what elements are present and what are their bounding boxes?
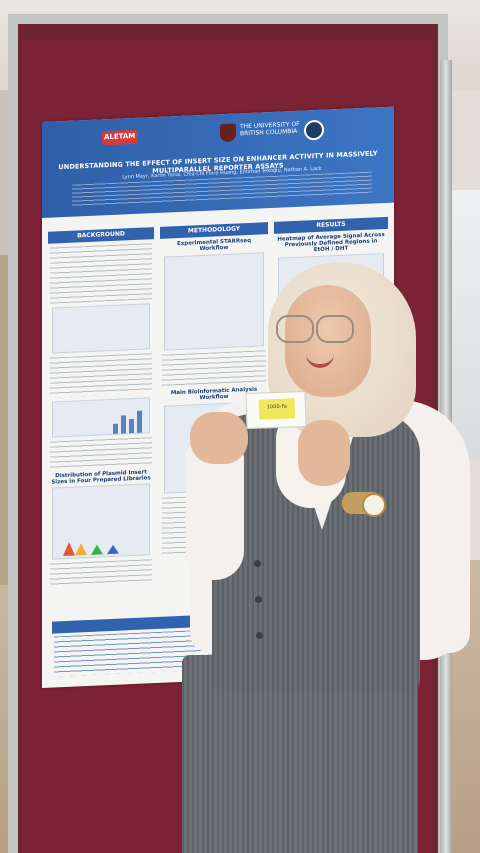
vest-button (256, 632, 263, 639)
vest-button (254, 560, 261, 567)
eyeglasses (272, 315, 356, 345)
partner-logo (304, 120, 324, 141)
vest-button (255, 596, 262, 603)
distribution-caption (50, 559, 152, 587)
methodology-text (162, 350, 266, 387)
background-text (50, 243, 152, 303)
background-column: BACKGROUND Distribution of Plasmid Inser… (48, 227, 154, 672)
starrseq-heading: Experimental STARRseq Workflow (162, 237, 266, 254)
held-card: 1000-Fa (245, 391, 306, 429)
background-text-2 (50, 353, 152, 397)
watch-icon (362, 493, 386, 517)
section-background: BACKGROUND (48, 227, 154, 244)
distribution-figure (52, 483, 150, 559)
bar-figure (52, 397, 150, 437)
section-results: RESULTS (274, 217, 388, 234)
institution-logo: ALETAM (102, 130, 138, 146)
ubc-crest-icon (220, 124, 236, 143)
right-hand (298, 420, 350, 486)
heatmap-heading: Heatmap of Average Signal Across Previou… (276, 232, 386, 255)
background-figure-1 (52, 303, 150, 353)
sticker-label: 1000-Fa (259, 403, 295, 410)
section-methodology: METHODOLOGY (160, 222, 268, 239)
background-text-3 (50, 437, 152, 469)
yellow-sticker: 1000-Fa (259, 398, 296, 419)
starrseq-figure (164, 252, 264, 350)
poster-header: ALETAM THE UNIVERSITY OF BRITISH COLUMBI… (42, 107, 394, 218)
ubc-name: THE UNIVERSITY OF BRITISH COLUMBIA (240, 120, 310, 137)
left-hand (190, 412, 248, 464)
